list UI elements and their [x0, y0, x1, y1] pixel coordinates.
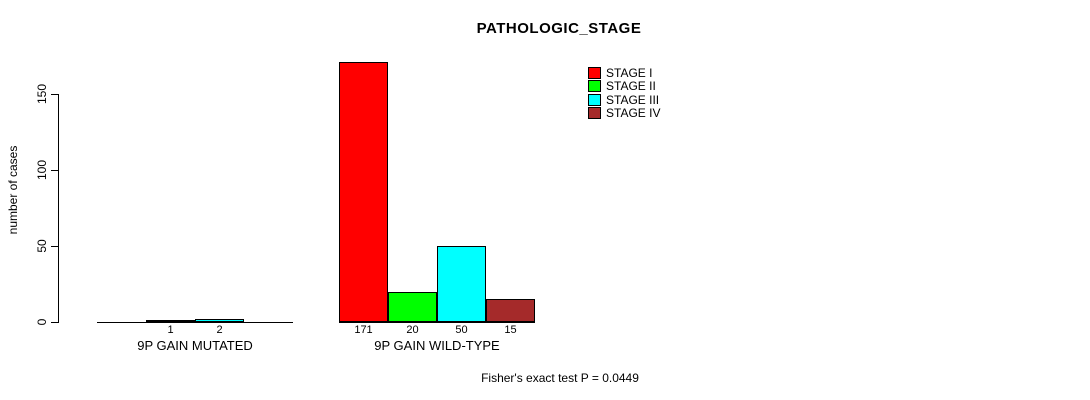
x-baseline — [339, 322, 535, 323]
y-tick — [51, 246, 59, 247]
legend-swatch-stage-iv — [588, 107, 601, 120]
legend-label: STAGE III — [606, 92, 660, 107]
y-tick — [51, 94, 59, 95]
legend-item-stage-i: STAGE I — [588, 67, 660, 79]
legend-item-stage-iv: STAGE IV — [588, 106, 661, 121]
y-tick — [51, 170, 59, 171]
legend: STAGE I STAGE II STAGE III STAGE IV — [588, 67, 661, 121]
y-axis-label: number of cases — [6, 145, 20, 235]
fisher-test-note: Fisher's exact test P = 0.0449 — [481, 371, 639, 385]
bar-count-label: 15 — [504, 324, 517, 336]
group-label: 9P GAIN MUTATED — [137, 338, 253, 353]
y-tick — [51, 322, 59, 323]
legend-label: STAGE IV — [606, 106, 661, 121]
legend-swatch-stage-ii — [588, 80, 601, 93]
bar-stage-i — [339, 62, 388, 322]
legend-item-stage-iii: STAGE III — [588, 92, 660, 107]
y-tick-label: 150 — [35, 83, 49, 105]
bar-count-label: 1 — [167, 324, 174, 336]
bar-count-label: 50 — [455, 324, 468, 336]
x-baseline — [97, 322, 293, 323]
bar-count-label: 2 — [216, 324, 223, 336]
bar-stage-ii — [388, 292, 437, 322]
bar-stage-iii — [437, 246, 486, 322]
bar-stage-iii — [195, 319, 244, 322]
group-label: 9P GAIN WILD-TYPE — [374, 338, 500, 353]
legend-label: STAGE II — [606, 79, 656, 94]
legend-swatch-stage-iii — [588, 93, 601, 106]
y-axis-line — [58, 94, 59, 323]
bar-count-label: 171 — [354, 324, 373, 336]
legend-label: STAGE I — [606, 66, 653, 80]
bar-stage-i — [146, 320, 195, 322]
y-tick-label: 100 — [35, 159, 49, 181]
bar-count-label: 20 — [406, 324, 419, 336]
y-tick-label: 50 — [35, 239, 49, 253]
legend-swatch-stage-i — [588, 67, 601, 79]
bar-stage-iv — [486, 299, 535, 322]
legend-item-stage-ii: STAGE II — [588, 79, 660, 94]
y-tick-label: 0 — [35, 318, 49, 326]
chart-title: PATHOLOGIC_STAGE — [476, 20, 642, 37]
